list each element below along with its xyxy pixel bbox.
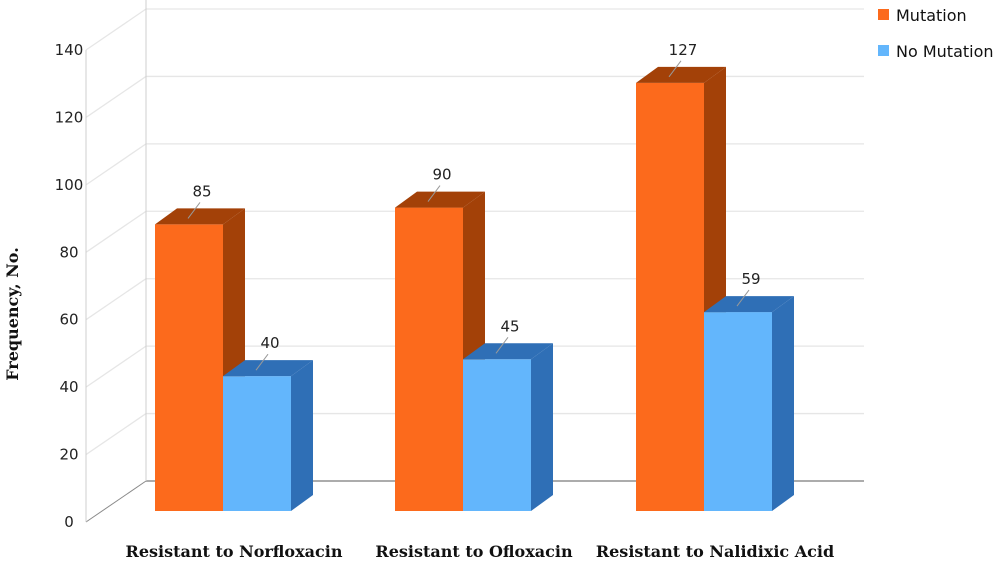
bar-no-mutation-resistant-to-norfloxacin xyxy=(223,376,291,511)
data-label-leader xyxy=(255,353,269,371)
gridline-diagonal xyxy=(85,345,147,388)
bar-top-no-mutation-resistant-to-ofloxacin xyxy=(463,343,553,360)
legend-swatch-no-mutation xyxy=(878,45,889,56)
bar-top-no-mutation-resistant-to-nalidixic-acid xyxy=(704,296,794,313)
y-tick-label: 140 xyxy=(55,41,84,59)
data-label-leader xyxy=(668,60,682,78)
y-tick-label: 0 xyxy=(64,513,74,531)
bar-top-mutation-resistant-to-nalidixic-acid xyxy=(636,66,726,83)
legend-label-mutation: Mutation xyxy=(896,6,967,25)
data-label-leader xyxy=(427,185,441,202)
data-label-mutation-resistant-to-ofloxacin: 90 xyxy=(432,166,451,184)
x-category-label: Resistant to Norfloxacin xyxy=(126,542,343,561)
y-tick-label: 80 xyxy=(59,243,78,261)
gridline-diagonal xyxy=(85,278,147,321)
data-label-no-mutation-resistant-to-norfloxacin: 40 xyxy=(260,334,279,352)
bar-layer xyxy=(155,66,794,512)
bar-side-no-mutation-resistant-to-norfloxacin xyxy=(291,360,313,511)
legend-label-no-mutation: No Mutation xyxy=(896,42,994,61)
bar-mutation-resistant-to-nalidixic-acid xyxy=(636,82,704,511)
gridline-diagonal xyxy=(85,413,147,456)
gridline-diagonal xyxy=(85,210,147,253)
x-category-label: Resistant to Nalidixic Acid xyxy=(596,542,834,561)
bar-top-no-mutation-resistant-to-norfloxacin xyxy=(223,360,313,377)
y-axis-title: Frequency, No. xyxy=(3,247,22,381)
data-label-no-mutation-resistant-to-nalidixic-acid: 59 xyxy=(741,270,760,288)
bar-side-no-mutation-resistant-to-ofloxacin xyxy=(531,343,553,511)
bar-top-mutation-resistant-to-ofloxacin xyxy=(395,191,485,208)
data-label-leader xyxy=(495,336,509,354)
legend-swatch-mutation xyxy=(878,9,889,20)
data-label-no-mutation-resistant-to-ofloxacin: 45 xyxy=(500,317,519,335)
floor-edge-line xyxy=(85,480,147,523)
axis-layer: 0 20 40 60 80 100 120 140 Resistant to Norfloxac… xyxy=(55,0,864,561)
y-tick-label: 40 xyxy=(59,378,78,396)
y-tick-label: 60 xyxy=(59,311,78,329)
bar-no-mutation-resistant-to-nalidixic-acid xyxy=(704,312,772,511)
legend: Mutation No Mutation xyxy=(878,6,994,61)
bar-mutation-resistant-to-norfloxacin xyxy=(155,224,223,511)
bar-top-mutation-resistant-to-norfloxacin xyxy=(155,208,245,225)
bar-no-mutation-resistant-to-ofloxacin xyxy=(463,359,531,511)
gridline-diagonal xyxy=(85,75,147,118)
label-layer: 85 40 90 45 127 59 xyxy=(187,41,761,371)
gridline-diagonal xyxy=(85,143,147,186)
data-label-leader xyxy=(187,202,201,219)
bar-side-no-mutation-resistant-to-nalidixic-acid xyxy=(772,296,794,511)
x-category-label: Resistant to Ofloxacin xyxy=(375,542,573,561)
y-tick-label: 100 xyxy=(55,176,84,194)
bar-mutation-resistant-to-ofloxacin xyxy=(395,207,463,512)
data-label-mutation-resistant-to-norfloxacin: 85 xyxy=(192,182,211,200)
gridline-diagonal xyxy=(85,8,147,51)
y-tick-label: 120 xyxy=(55,108,84,126)
data-label-leader xyxy=(736,289,750,307)
y-tick-label: 20 xyxy=(59,446,78,464)
data-label-mutation-resistant-to-nalidixic-acid: 127 xyxy=(669,41,698,59)
